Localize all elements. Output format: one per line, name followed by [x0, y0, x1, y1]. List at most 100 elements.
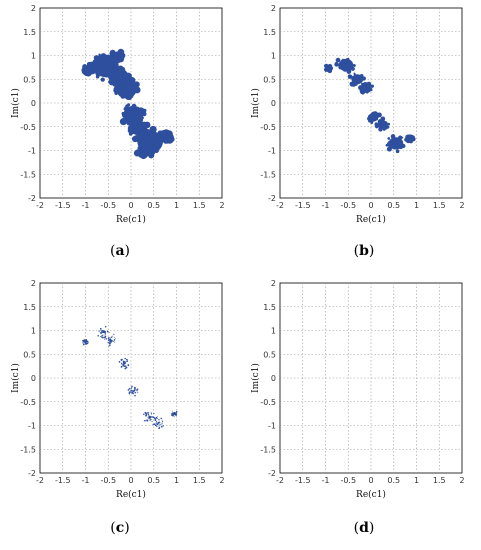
y-tick-label-c: -1	[28, 422, 36, 431]
set-blob-c	[108, 342, 111, 345]
panel-c: -2 -1.5 -1 -0.5 0 0.5 1 1.5 2 2 1.5 1 0.5 0 -0.5 -1 -1.5…	[0, 275, 240, 550]
set-blob-a	[93, 55, 100, 61]
y-axis-label-a: Im(c1)	[10, 88, 21, 118]
set-blob-b	[390, 138, 394, 142]
chart-a-svg: -2 -1.5 -1 -0.5 0 0.5 1 1.5 2 2 1.5 1 0.5 0 -0.5 -1 -1.5…	[10, 4, 225, 225]
x-tick-label-b: 1	[414, 201, 419, 210]
set-blob-b	[387, 137, 391, 140]
set-blob-c	[147, 418, 149, 420]
x-tick-label-d: 1.5	[433, 476, 446, 485]
set-blob-c	[171, 410, 173, 412]
set-blob-c	[173, 415, 175, 417]
set-blob-c	[161, 422, 163, 424]
set-blob-c	[153, 412, 155, 415]
set-blob-b	[378, 127, 383, 132]
set-blob-a	[136, 133, 141, 138]
x-tick-label-b: -0.5	[340, 201, 356, 210]
x-tick-label-c: 2	[219, 476, 224, 485]
set-blob-b	[371, 111, 377, 117]
set-blob-c	[123, 362, 125, 364]
set-blob-c	[128, 388, 131, 390]
set-blob-c	[129, 391, 131, 393]
set-blob-c	[87, 341, 89, 343]
y-tick-label-b: 2	[271, 4, 276, 13]
y-tick-label-b: -2	[268, 194, 276, 203]
x-tick-label-c: -2	[36, 476, 44, 485]
set-blob-a	[131, 103, 137, 109]
y-axis-label-c: Im(c1)	[10, 363, 21, 393]
set-blob-c	[160, 423, 162, 425]
set-blob-c	[174, 416, 176, 418]
set-blob-c	[135, 390, 137, 391]
x-tick-label-a: 1	[174, 201, 179, 210]
y-tick-label-c: 1	[31, 327, 36, 336]
set-blob-c	[104, 333, 106, 335]
y-tick-label-b: 0	[271, 99, 276, 108]
set-blob-c	[104, 338, 106, 340]
set-blob-c	[175, 410, 178, 413]
set-blob-c	[113, 340, 115, 342]
set-blob-c	[83, 342, 84, 344]
set-blob-c	[154, 424, 157, 427]
set-blob-c	[154, 419, 157, 422]
set-blob-c	[160, 425, 163, 428]
set-blob-b	[368, 87, 371, 90]
x-tick-label-c: 1	[174, 476, 179, 485]
x-tick-label-c: 1.5	[193, 476, 206, 485]
set-blob-c	[100, 336, 103, 338]
set-blob-c	[134, 394, 136, 397]
set-blob-a	[142, 145, 147, 150]
set-blob-a	[131, 135, 139, 143]
set-blob-b	[385, 124, 388, 128]
set-blob-c	[123, 363, 126, 365]
set-blob-b	[352, 64, 356, 67]
y-tick-label-a: 1.5	[23, 28, 36, 37]
set-blob-b	[408, 137, 412, 141]
set-blob-c	[102, 336, 104, 338]
set-blob-b	[348, 68, 351, 70]
set-blob-a	[95, 69, 102, 77]
set-blob-c	[132, 390, 135, 393]
set-blob-b	[372, 119, 375, 122]
set-blob-c	[127, 389, 130, 391]
set-blob-a	[100, 53, 107, 60]
set-blob-c	[84, 343, 86, 345]
set-blob-c	[156, 421, 158, 423]
set-blob-a	[113, 87, 119, 94]
set-blob-b	[395, 143, 398, 146]
set-blob-c	[159, 424, 161, 426]
set-blob-a	[109, 72, 116, 79]
x-tick-label-b: 0	[368, 201, 373, 210]
set-blob-a	[142, 122, 147, 127]
set-blob-c	[120, 366, 123, 368]
set-blob-c	[149, 416, 152, 418]
y-tick-label-c: -2	[28, 469, 36, 478]
set-blob-c	[83, 343, 85, 345]
set-blob-c	[144, 420, 146, 422]
set-blob-c	[134, 387, 136, 390]
set-blob-c	[114, 341, 115, 343]
set-blob-b	[325, 66, 331, 72]
x-axis-label-d: Re(c1)	[356, 489, 386, 500]
set-blob-b	[392, 141, 395, 144]
set-blob-c	[161, 427, 163, 429]
set-blob-a	[127, 95, 132, 100]
set-blob-c	[152, 423, 154, 426]
set-blob-c	[100, 335, 102, 337]
set-blob-c	[130, 390, 132, 392]
x-axis-label-a: Re(c1)	[116, 214, 146, 225]
set-blob-c	[137, 389, 139, 391]
set-blob-c	[123, 360, 125, 363]
x-tick-label-a: 1.5	[193, 201, 206, 210]
set-blob-b	[341, 58, 346, 64]
set-blob-c	[147, 414, 150, 416]
set-blob-c	[112, 335, 114, 337]
set-blob-c	[104, 336, 106, 339]
set-blob-c	[82, 342, 84, 344]
set-blob-a	[168, 134, 174, 141]
x-tick-label-c: -1.5	[55, 476, 71, 485]
set-blob-c	[175, 413, 177, 415]
set-blob-c	[128, 392, 131, 395]
set-blob-c	[171, 412, 174, 414]
set-blob-c	[108, 338, 110, 341]
